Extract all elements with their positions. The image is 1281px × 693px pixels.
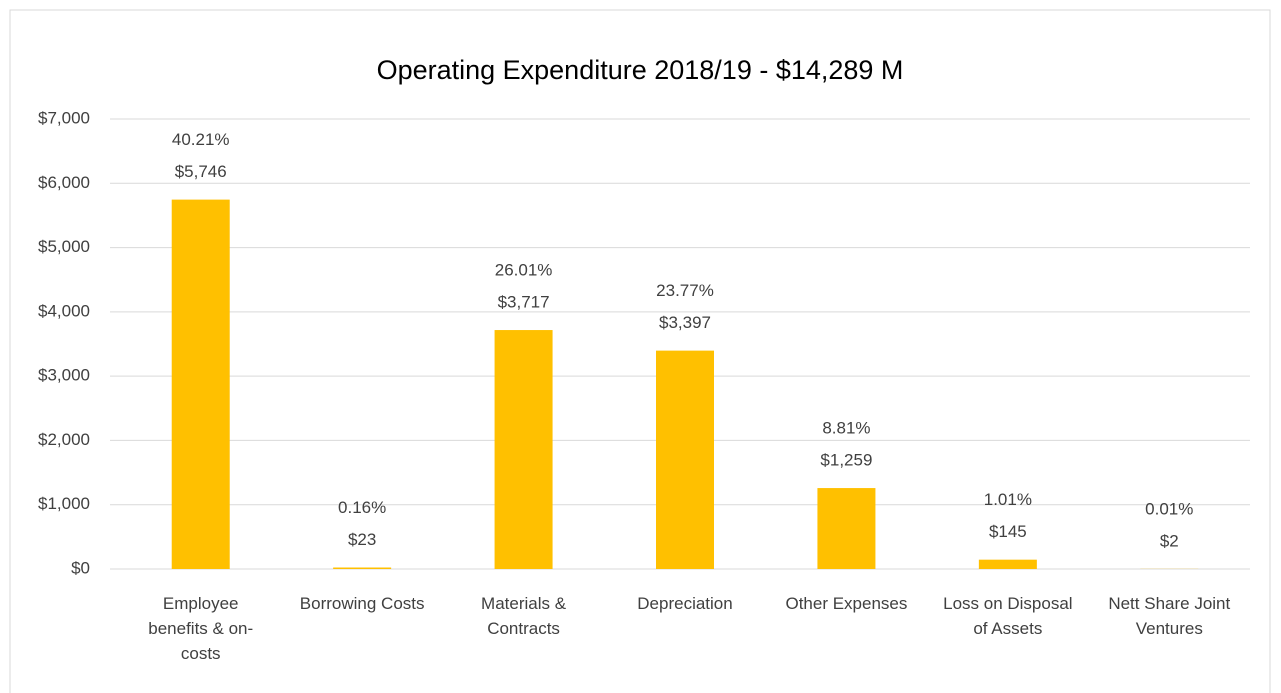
value-label: $3,397 [659,313,711,332]
x-tick-label: Depreciation [637,594,733,613]
x-tick-label: Borrowing Costs [299,594,425,613]
percent-label: 0.16% [338,498,386,517]
y-tick-label: $1,000 [38,494,90,513]
y-tick-label: $7,000 [38,108,90,127]
bar [656,350,714,569]
percent-label: 26.01% [495,261,553,280]
percent-label: 0.01% [1145,499,1193,518]
value-label: $2 [1160,531,1179,550]
value-label: $23 [348,530,376,549]
x-tick-label: Nett Share Joint Ventures [1108,594,1231,638]
percent-label: 40.21% [172,130,230,149]
value-label: $3,717 [498,293,550,312]
percent-label: 1.01% [984,490,1032,509]
bar [171,199,230,569]
bar [494,330,553,569]
x-tick-label: Other Expenses [785,594,908,613]
value-label: $1,259 [820,451,872,470]
y-tick-label: $2,000 [38,430,90,449]
x-tick-label: Materials & Contracts [481,594,567,638]
y-tick-label: $4,000 [38,301,90,320]
bar [817,488,876,569]
value-label: $5,746 [175,162,227,181]
y-tick-label: $5,000 [38,237,90,256]
y-tick-label: $3,000 [38,366,90,385]
percent-label: 8.81% [822,419,870,438]
percent-label: 23.77% [656,281,714,300]
y-tick-label: $0 [71,558,90,577]
x-tick-label: Loss on Disposal of Assets [943,594,1073,638]
value-label: $145 [989,522,1027,541]
y-tick-label: $6,000 [38,173,90,192]
bar [978,559,1037,569]
chart-title: Operating Expenditure 2018/19 - $14,289 … [377,55,904,85]
bar [333,567,392,569]
x-tick-label: Employee benefits & on-costs [148,594,254,663]
